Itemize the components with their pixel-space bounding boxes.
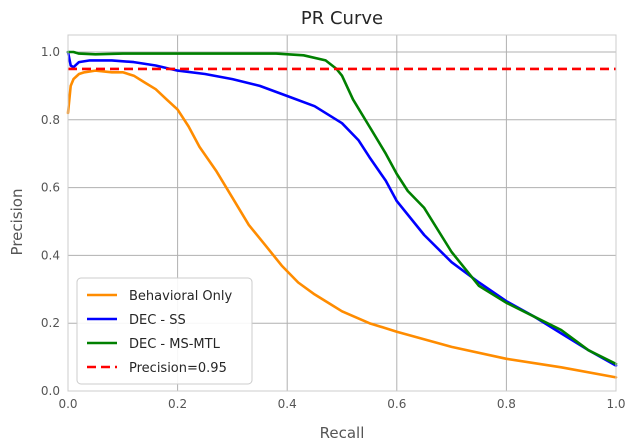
x-tick-label: 0.4	[278, 397, 297, 411]
legend-label: DEC - MS-MTL	[129, 337, 221, 352]
y-tick-label: 0.0	[41, 384, 60, 398]
x-axis-label: Recall	[320, 424, 365, 442]
legend-label: Precision=0.95	[129, 361, 227, 376]
chart-title: PR Curve	[301, 8, 383, 29]
y-tick-label: 0.6	[41, 181, 60, 195]
series-line-dec-ms-mtl	[66, 50, 618, 366]
x-tick-label: 0.6	[387, 397, 406, 411]
series-line-behavioral-only	[66, 69, 618, 379]
x-tick-label: 1.0	[606, 397, 625, 411]
y-tick-label: 0.2	[41, 316, 60, 330]
x-tick-label: 0.0	[58, 397, 77, 411]
series-line-dec-ss	[66, 50, 618, 367]
legend-label: Behavioral Only	[129, 289, 233, 304]
series-layer	[66, 50, 618, 379]
x-tick-label: 0.2	[168, 397, 187, 411]
legend-box	[76, 277, 253, 385]
y-tick-label: 0.8	[41, 113, 60, 127]
x-tick-label: 0.8	[497, 397, 516, 411]
y-tick-label: 1.0	[41, 45, 60, 59]
plot-frame	[67, 34, 617, 392]
legend-label: DEC - SS	[129, 313, 186, 328]
tick-labels: 0.0 0.2 0.4 0.6 0.8 1.0 0.0 0.2 0.4 0.6 0.8 1.0	[41, 45, 626, 411]
y-tick-label: 0.4	[41, 248, 60, 262]
y-axis-label: Precision	[8, 189, 26, 256]
legend: Behavioral Only DEC - SS DEC - MS-MTL Preci…	[76, 277, 253, 385]
